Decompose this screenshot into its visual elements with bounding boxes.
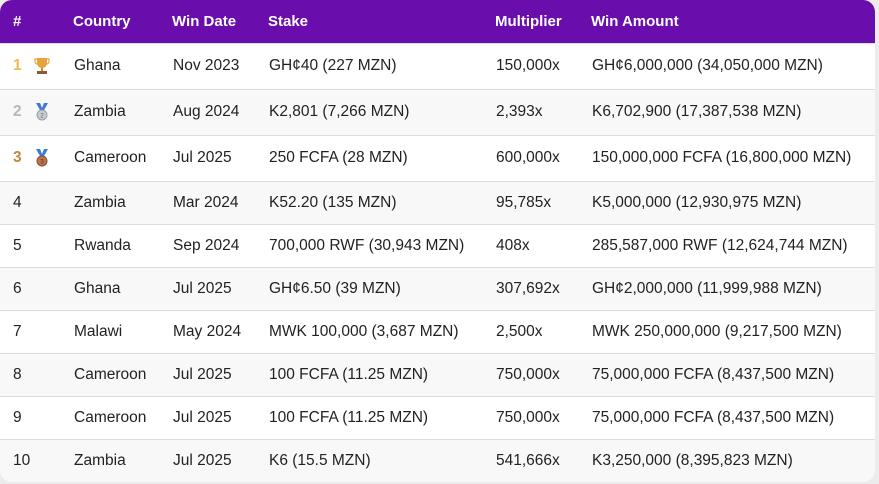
table-row: 10 Zambia Jul 2025 K6 (15.5 MZN) 541,666… [0,439,875,482]
stake-cell: 250 FCFA (28 MZN) [269,149,408,166]
svg-text:3: 3 [41,159,45,165]
table-header-row: # Country Win Date Stake Multiplier Win … [0,0,875,43]
table-row: 6 Ghana Jul 2025 GH¢6.50 (39 MZN) 307,69… [0,267,875,310]
country-cell: Malawi [74,322,123,340]
header-win-amount: Win Amount [591,12,679,30]
trophy-icon [34,57,50,74]
multiplier-cell: 408x [496,236,530,254]
win-date-cell: Aug 2024 [173,103,240,120]
rank-number: 1 [13,57,22,75]
rank-number: 2 [13,103,22,121]
win-amount-cell: MWK 250,000,000 (9,217,500 MZN) [592,322,842,340]
multiplier-cell: 750,000x [496,365,560,383]
header-stake: Stake [268,12,309,30]
win-amount-cell: K3,250,000 (8,395,823 MZN) [592,451,793,469]
country-cell: Cameroon [74,365,147,383]
rank-cell: 5 [13,236,22,254]
win-amount-cell: K6,702,900 (17,387,538 MZN) [592,103,802,120]
rank-number: 3 [13,149,22,167]
rank-cell: 7 [13,322,22,340]
country-cell: Zambia [74,451,126,469]
silver-medal-icon: 2 [36,102,49,121]
header-country: Country [73,12,131,30]
win-date-cell: Jul 2025 [173,279,232,297]
country-cell: Rwanda [74,236,131,254]
table-row: 3 3 Cameroon Jul 2025 250 FCFA (28 MZN) … [0,135,875,181]
header-rank: # [13,12,22,30]
multiplier-cell: 307,692x [496,279,560,297]
table-row: 9 Cameroon Jul 2025 100 FCFA (11.25 MZN)… [0,396,875,439]
rank-cell: 8 [13,365,22,383]
table-row: 8 Cameroon Jul 2025 100 FCFA (11.25 MZN)… [0,353,875,396]
stake-cell: GH¢40 (227 MZN) [269,57,397,74]
multiplier-cell: 150,000x [496,57,560,74]
win-amount-cell: GH¢6,000,000 (34,050,000 MZN) [592,57,823,74]
win-amount-cell: 150,000,000 FCFA (16,800,000 MZN) [592,149,852,166]
win-amount-cell: 285,587,000 RWF (12,624,744 MZN) [592,236,848,254]
rank-cell: 4 [13,193,22,211]
multiplier-cell: 2,393x [496,103,543,120]
country-cell: Ghana [74,279,121,297]
stake-cell: K6 (15.5 MZN) [269,451,371,469]
stake-cell: 100 FCFA (11.25 MZN) [269,408,429,426]
rank-cell: 9 [13,408,22,426]
header-multiplier: Multiplier [495,12,562,30]
country-cell: Ghana [74,57,121,74]
table-row: 1 Ghana Nov 2023 GH¢40 (227 MZN) 150,000… [0,43,875,89]
stake-cell: K2,801 (7,266 MZN) [269,103,410,120]
country-cell: Zambia [74,193,126,211]
rank-cell: 10 [13,451,31,469]
table-row: 4 Zambia Mar 2024 K52.20 (135 MZN) 95,78… [0,181,875,224]
table-row: 2 2 Zambia Aug 2024 K2,801 (7,266 MZN) 2… [0,89,875,135]
win-amount-cell: K5,000,000 (12,930,975 MZN) [592,193,802,211]
svg-text:2: 2 [41,113,45,119]
win-amount-cell: 75,000,000 FCFA (8,437,500 MZN) [592,408,835,426]
stake-cell: MWK 100,000 (3,687 MZN) [269,322,459,340]
win-date-cell: Nov 2023 [173,57,240,74]
win-amount-cell: GH¢2,000,000 (11,999,988 MZN) [592,279,822,297]
win-date-cell: Jul 2025 [173,451,232,469]
multiplier-cell: 541,666x [496,451,560,469]
win-date-cell: Jul 2025 [173,149,232,166]
win-date-cell: Jul 2025 [173,365,232,383]
win-date-cell: Jul 2025 [173,408,232,426]
stake-cell: 700,000 RWF (30,943 MZN) [269,236,465,254]
country-cell: Cameroon [74,408,147,426]
win-date-cell: Sep 2024 [173,236,240,254]
win-date-cell: Mar 2024 [173,193,239,211]
table-row: 5 Rwanda Sep 2024 700,000 RWF (30,943 MZ… [0,224,875,267]
multiplier-cell: 750,000x [496,408,560,426]
table-row: 7 Malawi May 2024 MWK 100,000 (3,687 MZN… [0,310,875,353]
multiplier-cell: 95,785x [496,193,552,211]
header-win-date: Win Date [172,12,237,30]
win-date-cell: May 2024 [173,322,242,340]
multiplier-cell: 2,500x [496,322,543,340]
multiplier-cell: 600,000x [496,149,560,166]
stake-cell: GH¢6.50 (39 MZN) [269,279,401,297]
rank-cell: 6 [13,279,22,297]
bronze-medal-icon: 3 [36,148,49,167]
stake-cell: 100 FCFA (11.25 MZN) [269,365,429,383]
country-cell: Zambia [74,103,126,120]
stake-cell: K52.20 (135 MZN) [269,193,397,211]
country-cell: Cameroon [74,149,147,166]
win-amount-cell: 75,000,000 FCFA (8,437,500 MZN) [592,365,835,383]
